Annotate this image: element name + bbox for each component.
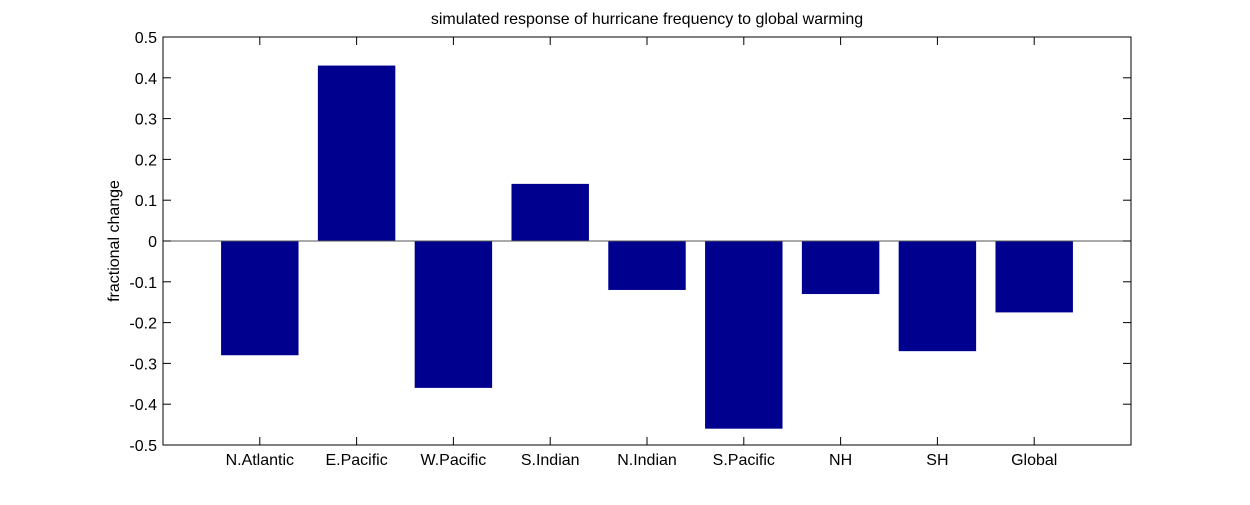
bar-w-pacific (414, 241, 493, 388)
y-tick-label: 0 (148, 234, 157, 251)
y-tick-label: 0.2 (135, 152, 157, 169)
y-tick-label: -0.4 (129, 397, 157, 414)
x-tick-label: SH (926, 452, 948, 469)
bar-n-atlantic (221, 241, 299, 356)
x-tick-label: N.Atlantic (226, 452, 294, 469)
x-tick-label: N.Indian (617, 452, 677, 469)
x-tick-label: S.Indian (521, 452, 580, 469)
y-tick-label: 0.5 (135, 30, 157, 47)
bar-s-pacific (705, 241, 783, 429)
x-tick-label: E.Pacific (325, 452, 387, 469)
bar-sh (898, 241, 977, 352)
plot-area: -0.5 -0.4 -0.3 -0.2 -0.1 0 0.1 0.2 0.3 0.4 0.5 N.At… (129, 30, 1132, 469)
x-tick-label: NH (829, 452, 852, 469)
bar-e-pacific (317, 65, 396, 241)
y-tick-label: -0.3 (129, 356, 157, 373)
y-tick-label: 0.3 (135, 112, 157, 129)
y-tick-label: 0.4 (135, 71, 157, 88)
x-tick-label: Global (1011, 452, 1057, 469)
y-tick-label: -0.1 (129, 275, 157, 292)
y-tick-label: 0.1 (135, 193, 157, 210)
bar-global (995, 241, 1073, 313)
bar-nh (801, 241, 880, 295)
x-tick-label: S.Pacific (713, 452, 775, 469)
bar-n-indian (608, 241, 686, 290)
bar-s-indian (511, 183, 589, 241)
y-tick-label: -0.5 (129, 438, 157, 455)
x-tick-label: W.Pacific (421, 452, 487, 469)
y-axis-label: fractional change (106, 180, 123, 302)
y-tick-label: -0.2 (129, 316, 157, 333)
chart-title: simulated response of hurricane frequenc… (431, 11, 863, 28)
